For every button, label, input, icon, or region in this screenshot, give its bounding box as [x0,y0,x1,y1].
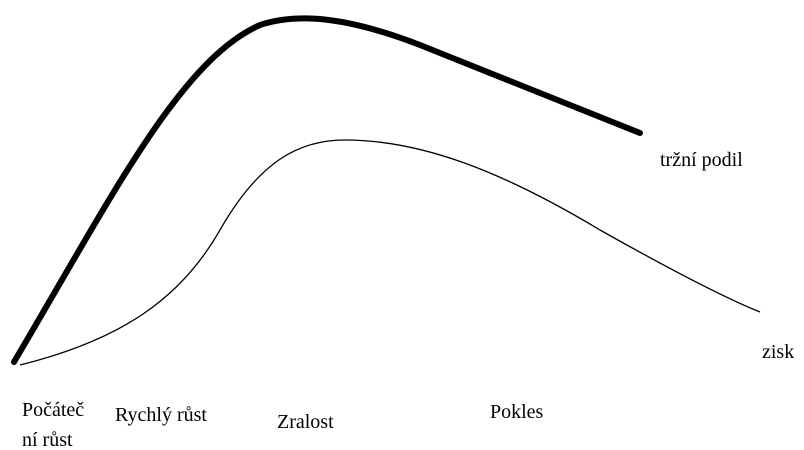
market-share-curve [11,15,643,365]
stage-label: ní růst [22,429,73,450]
stage-label: Rychlý růst [115,404,207,426]
curve-label: tržní podil [660,149,743,171]
stage-label: Zralost [277,411,334,433]
stage-label: Počáteč [22,399,84,421]
profit-curve [19,139,761,366]
curve-label: zisk [762,341,794,363]
stage-label: Pokles [490,401,544,423]
